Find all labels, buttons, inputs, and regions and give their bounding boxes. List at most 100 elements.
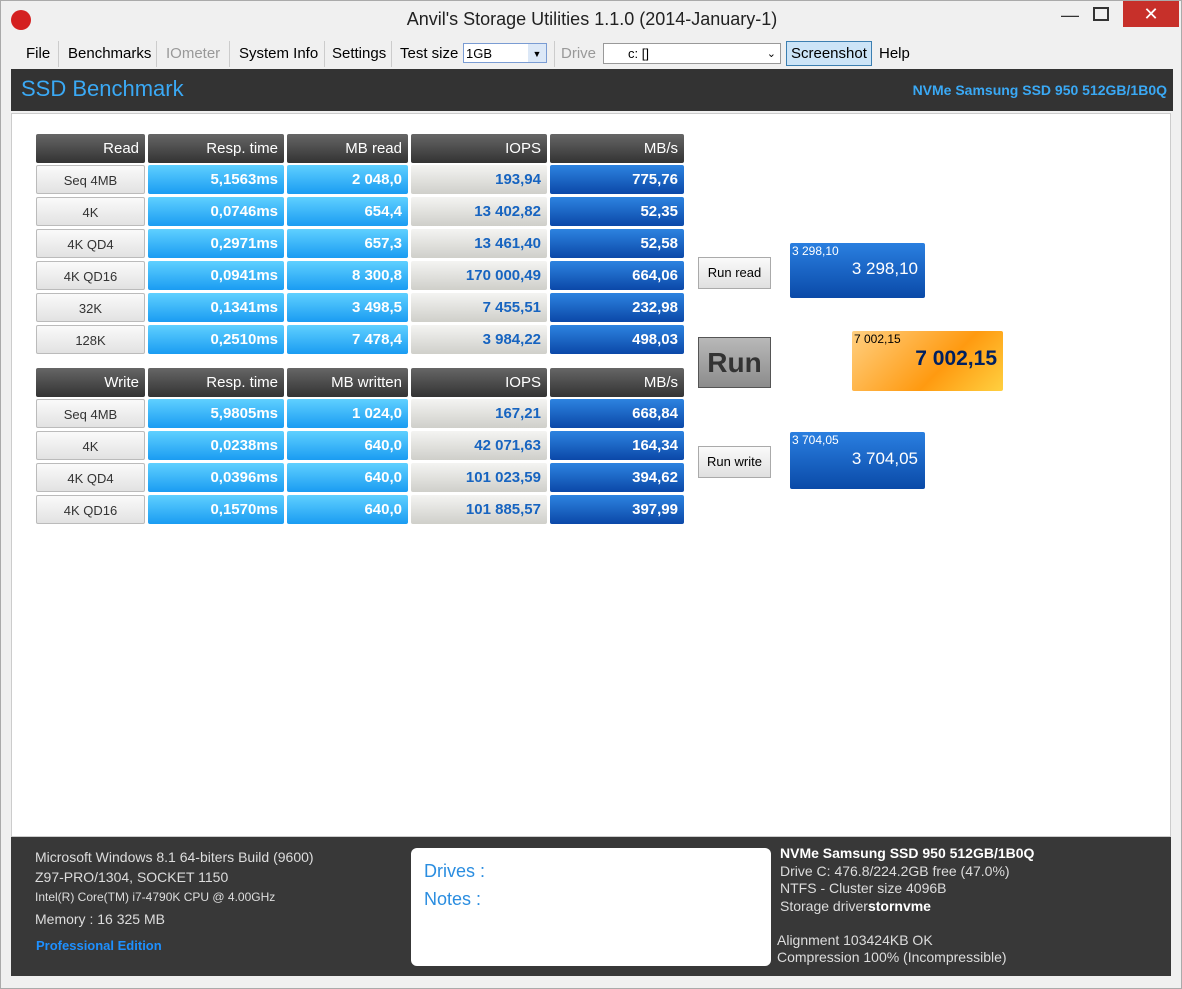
driver-info: Storage driverstornvme: [780, 898, 931, 914]
result-cell: 52,58: [550, 229, 684, 258]
test-size-value: 1GB: [466, 46, 493, 61]
test-size-label: Test size: [400, 45, 459, 62]
result-cell: 13 461,40: [411, 229, 547, 258]
board-info: Z97-PRO/1304, SOCKET 1150: [35, 869, 229, 885]
result-cell: 657,3: [287, 229, 408, 258]
column-header: Write: [36, 368, 145, 397]
app-icon: [11, 10, 31, 30]
column-header: MB read: [287, 134, 408, 163]
result-cell: 654,4: [287, 197, 408, 226]
result-cell: 640,0: [287, 431, 408, 460]
fs-info: NTFS - Cluster size 4096B: [780, 880, 947, 896]
edition: Professional Edition: [36, 938, 162, 953]
row-button[interactable]: 32K: [36, 293, 145, 322]
result-cell: 664,06: [550, 261, 684, 290]
result-cell: 0,0941ms: [148, 261, 284, 290]
menu-benchmarks[interactable]: Benchmarks: [68, 45, 152, 62]
result-cell: 668,84: [550, 399, 684, 428]
row-button[interactable]: 4K QD4: [36, 463, 145, 492]
row-button[interactable]: Seq 4MB: [36, 165, 145, 194]
result-cell: 0,0396ms: [148, 463, 284, 492]
menu-iometer: IOmeter: [166, 45, 221, 62]
row-button[interactable]: Seq 4MB: [36, 399, 145, 428]
row-button[interactable]: 4K QD16: [36, 261, 145, 290]
result-cell: 394,62: [550, 463, 684, 492]
result-cell: 170 000,49: [411, 261, 547, 290]
menu-help[interactable]: Help: [879, 45, 910, 62]
column-header: MB/s: [550, 368, 684, 397]
minimize[interactable]: —: [1061, 5, 1079, 25]
result-cell: 101 885,57: [411, 495, 547, 524]
run-button[interactable]: Run: [698, 337, 771, 388]
result-cell: 8 300,8: [287, 261, 408, 290]
driver-name: stornvme: [867, 898, 931, 914]
window-title: Anvil's Storage Utilities 1.1.0 (2014-Ja…: [406, 9, 778, 29]
result-cell: 7 455,51: [411, 293, 547, 322]
alignment: Alignment 103424KB OK: [777, 932, 933, 948]
menu-file[interactable]: File: [26, 45, 51, 62]
result-cell: 498,03: [550, 325, 684, 354]
row-button[interactable]: 128K: [36, 325, 145, 354]
column-header: MB written: [287, 368, 408, 397]
drives-label: Drives :: [424, 861, 486, 881]
row-button[interactable]: 4K: [36, 431, 145, 460]
maximize[interactable]: [1093, 7, 1109, 21]
result-cell: 640,0: [287, 495, 408, 524]
drive-select[interactable]: c: [] ⌄: [603, 43, 781, 64]
header-bar: [11, 69, 1173, 111]
result-cell: 640,0: [287, 463, 408, 492]
menu-settings[interactable]: Settings: [332, 45, 387, 62]
result-cell: 232,98: [550, 293, 684, 322]
write-score-small: 3 704,05: [792, 433, 839, 447]
result-cell: 5,9805ms: [148, 399, 284, 428]
total-score-main: 7 002,15: [915, 347, 997, 370]
driver-label: Storage driver: [780, 898, 868, 914]
result-cell: 2 048,0: [287, 165, 408, 194]
result-cell: 0,2510ms: [148, 325, 284, 354]
compression: Compression 100% (Incompressible): [777, 949, 1007, 965]
close[interactable]: ✕: [1123, 1, 1179, 27]
header-title: SSD Benchmark: [21, 76, 184, 101]
drive-value: c: []: [628, 46, 649, 61]
drive-info: Drive C: 476.8/224.2GB free (47.0%): [780, 863, 1010, 879]
os-info: Microsoft Windows 8.1 64-biters Build (9…: [35, 849, 314, 865]
test-size-select[interactable]: 1GB ▼: [463, 43, 547, 63]
row-button[interactable]: 4K: [36, 197, 145, 226]
total-score: 7 002,15 7 002,15: [852, 331, 1003, 391]
write-score: 3 704,05 3 704,05: [790, 432, 925, 489]
result-cell: 167,21: [411, 399, 547, 428]
result-cell: 164,34: [550, 431, 684, 460]
run-write-button[interactable]: Run write: [698, 446, 771, 478]
row-button[interactable]: 4K QD16: [36, 495, 145, 524]
result-cell: 0,1570ms: [148, 495, 284, 524]
result-cell: 5,1563ms: [148, 165, 284, 194]
result-cell: 52,35: [550, 197, 684, 226]
read-score-main: 3 298,10: [851, 259, 918, 278]
result-cell: 0,0238ms: [148, 431, 284, 460]
notes-box[interactable]: [411, 848, 771, 966]
column-header: MB/s: [550, 134, 684, 163]
total-score-small: 7 002,15: [854, 332, 901, 346]
row-button[interactable]: 4K QD4: [36, 229, 145, 258]
run-read-button[interactable]: Run read: [698, 257, 771, 289]
drive-label: Drive: [561, 45, 597, 62]
menu-system-info[interactable]: System Info: [239, 45, 319, 62]
result-cell: 42 071,63: [411, 431, 547, 460]
result-cell: 0,2971ms: [148, 229, 284, 258]
column-header: Resp. time: [148, 368, 284, 397]
result-cell: 0,0746ms: [148, 197, 284, 226]
result-cell: 101 023,59: [411, 463, 547, 492]
result-cell: 193,94: [411, 165, 547, 194]
result-cell: 7 478,4: [287, 325, 408, 354]
result-cell: 775,76: [550, 165, 684, 194]
result-cell: 3 498,5: [287, 293, 408, 322]
read-score: 3 298,10 3 298,10: [790, 243, 925, 298]
column-header: Read: [36, 134, 145, 163]
result-cell: 397,99: [550, 495, 684, 524]
memory-info: Memory : 16 325 MB: [35, 911, 165, 927]
device-title: NVMe Samsung SSD 950 512GB/1B0Q: [780, 845, 1035, 861]
header-device: NVMe Samsung SSD 950 512GB/1B0Q: [912, 82, 1167, 98]
column-header: IOPS: [411, 134, 547, 163]
screenshot-button[interactable]: Screenshot: [786, 41, 872, 66]
